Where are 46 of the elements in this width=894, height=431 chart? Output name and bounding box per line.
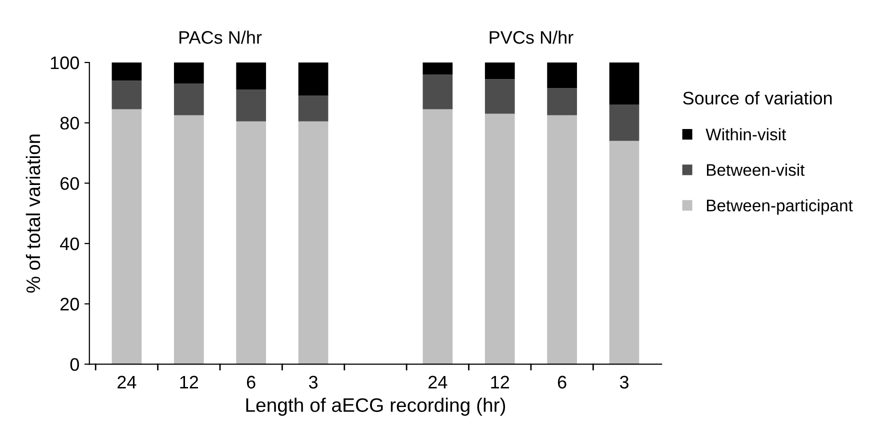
bar bbox=[484, 62, 515, 80]
bar bbox=[236, 121, 266, 364]
x-tick-label: 12 bbox=[180, 376, 198, 388]
bar bbox=[422, 109, 453, 364]
bar bbox=[174, 62, 204, 84]
bar bbox=[236, 62, 266, 90]
x-tick-label: 3 bbox=[620, 376, 628, 389]
bar bbox=[112, 109, 142, 364]
y-tick-label: 60 bbox=[60, 177, 79, 190]
y-tick-label: 0 bbox=[70, 358, 79, 371]
bar bbox=[484, 79, 515, 114]
bar bbox=[112, 62, 142, 81]
x-tick-label: 3 bbox=[308, 376, 318, 389]
text: PACs N/hr bbox=[180, 30, 262, 44]
bar bbox=[484, 114, 515, 364]
x-tick-label: 6 bbox=[246, 376, 256, 389]
x-tick-label: 24 bbox=[118, 376, 136, 388]
bar bbox=[298, 96, 328, 122]
text: PVCs N/hr bbox=[490, 30, 574, 44]
bar bbox=[236, 90, 266, 122]
legend-label: Between-participant bbox=[706, 199, 853, 215]
bar bbox=[547, 88, 577, 116]
bar bbox=[298, 62, 328, 96]
bar bbox=[609, 140, 640, 364]
bar bbox=[298, 121, 328, 364]
x-tick-label: 6 bbox=[558, 376, 566, 389]
y-tick-label: 80 bbox=[60, 116, 79, 130]
bar bbox=[174, 115, 204, 364]
legend-title: Source of variation bbox=[683, 91, 832, 105]
bar bbox=[174, 84, 204, 116]
legend-label: Within-visit bbox=[706, 128, 786, 140]
y-tick-label: 20 bbox=[60, 298, 79, 311]
legend-label: Between-visit bbox=[706, 164, 805, 176]
bar bbox=[422, 74, 453, 110]
x-tick-label: 24 bbox=[428, 376, 448, 388]
x-tick-label: 12 bbox=[491, 376, 509, 388]
y-axis-title: % of total variation bbox=[26, 134, 40, 293]
bar bbox=[547, 62, 577, 88]
bar bbox=[547, 115, 577, 364]
y-tick-label: 40 bbox=[60, 237, 79, 250]
x-axis-title: Length of aECG recording (hr) bbox=[246, 398, 506, 416]
bar bbox=[112, 80, 142, 110]
bar bbox=[422, 62, 453, 75]
y-tick-label: 100 bbox=[50, 56, 79, 70]
bar bbox=[609, 62, 640, 105]
bar bbox=[609, 104, 640, 141]
